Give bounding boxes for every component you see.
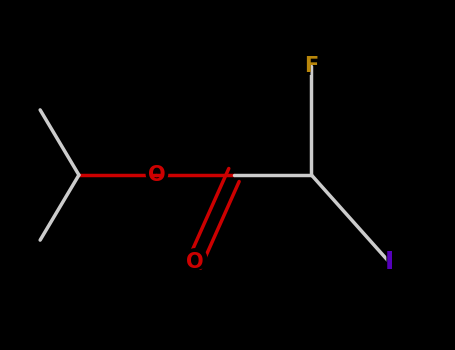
Text: O: O <box>147 165 165 185</box>
Text: F: F <box>301 52 322 81</box>
Text: I: I <box>384 250 394 274</box>
Text: O: O <box>187 252 204 272</box>
Text: O: O <box>182 247 208 276</box>
Text: O: O <box>143 161 169 189</box>
Text: I: I <box>382 245 396 279</box>
Text: F: F <box>304 56 318 77</box>
